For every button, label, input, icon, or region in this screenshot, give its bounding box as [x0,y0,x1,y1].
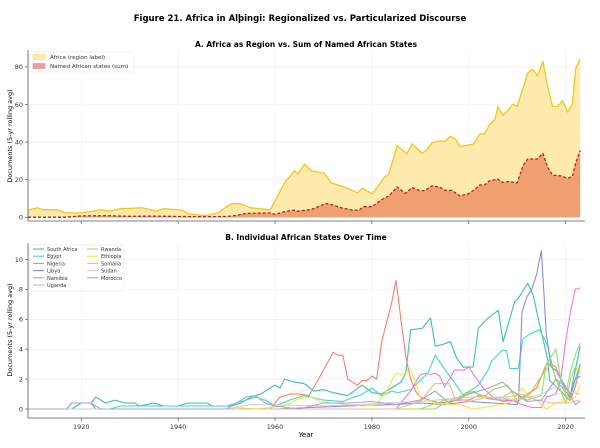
legend-label: Uganda [47,283,66,289]
y-tick-label: 40 [15,138,23,146]
legend-label: Named African states (sum) [50,64,128,70]
x-tick-label: 1940 [170,423,187,431]
panel-b: 1920 1940 1960 1980 2000 2020 0 2 4 6 8 10 South Afr… [15,243,585,431]
legend-label: Africa (region label) [50,55,105,61]
legend-frame [29,244,125,292]
panel-b-title: B. Individual African States Over Time [225,233,387,242]
panel-b-xlabel: Year [298,431,314,439]
line-south-africa [28,282,581,410]
y-tick-label: 80 [15,63,23,71]
legend-label: South Africa [47,247,77,253]
line-nigeria [28,279,581,410]
panel-a: 0 20 40 60 80 Africa (region label) Named Afri… [15,50,585,224]
y-tick-label: 20 [15,176,23,184]
legend-swatch [32,63,46,69]
panel-a-title: A. Africa as Region vs. Sum of Named Afr… [195,40,418,49]
legend-label: Somalia [101,261,121,267]
legend-label: Namibia [47,276,68,282]
y-tick-label: 0 [19,405,23,413]
y-tick-label: 6 [19,316,23,324]
legend-label: Ethiopia [101,254,121,260]
y-tick-label: 4 [19,345,23,353]
line-africa-region-label- [27,58,581,217]
panel-b-ylabel: Documents (5-yr rolling avg) [6,283,14,376]
legend-frame [29,51,135,73]
x-tick-label: 2000 [460,423,477,431]
x-tick-label: 1920 [73,423,90,431]
figure-title: Figure 21. Africa in Alþingi: Regionaliz… [134,14,467,24]
line-namibia [28,287,581,410]
legend-label: Nigeria [47,261,65,267]
y-tick-label: 8 [19,286,23,294]
y-tick-label: 60 [15,101,23,109]
legend-panel-a: Africa (region label) Named African state… [29,51,135,73]
legend-label: Libya [47,269,60,275]
x-tick-label: 1960 [267,423,284,431]
line-rwanda [28,363,581,410]
x-tick-label: 2020 [557,423,574,431]
legend-label: Sudan [101,269,117,275]
legend-label: Rwanda [101,247,121,253]
y-tick-label: 0 [19,214,23,222]
line-named-african-states-sum- [28,150,581,218]
panel-a-ylabel: Documents (5-yr rolling avg) [6,89,14,182]
line-morocco [28,378,581,410]
legend-label: Morocco [101,276,122,282]
legend-label: Egypt [47,254,61,260]
y-tick-label: 2 [19,375,23,383]
line-ethiopia [28,369,581,410]
line-sudan [28,386,581,410]
area-named-african-states-sum- [28,150,581,218]
y-tick-label: 10 [15,256,23,264]
area-africa-region-label- [28,59,581,218]
legend-swatch [32,54,46,60]
x-tick-label: 1980 [364,423,381,431]
line-egypt [28,329,581,410]
